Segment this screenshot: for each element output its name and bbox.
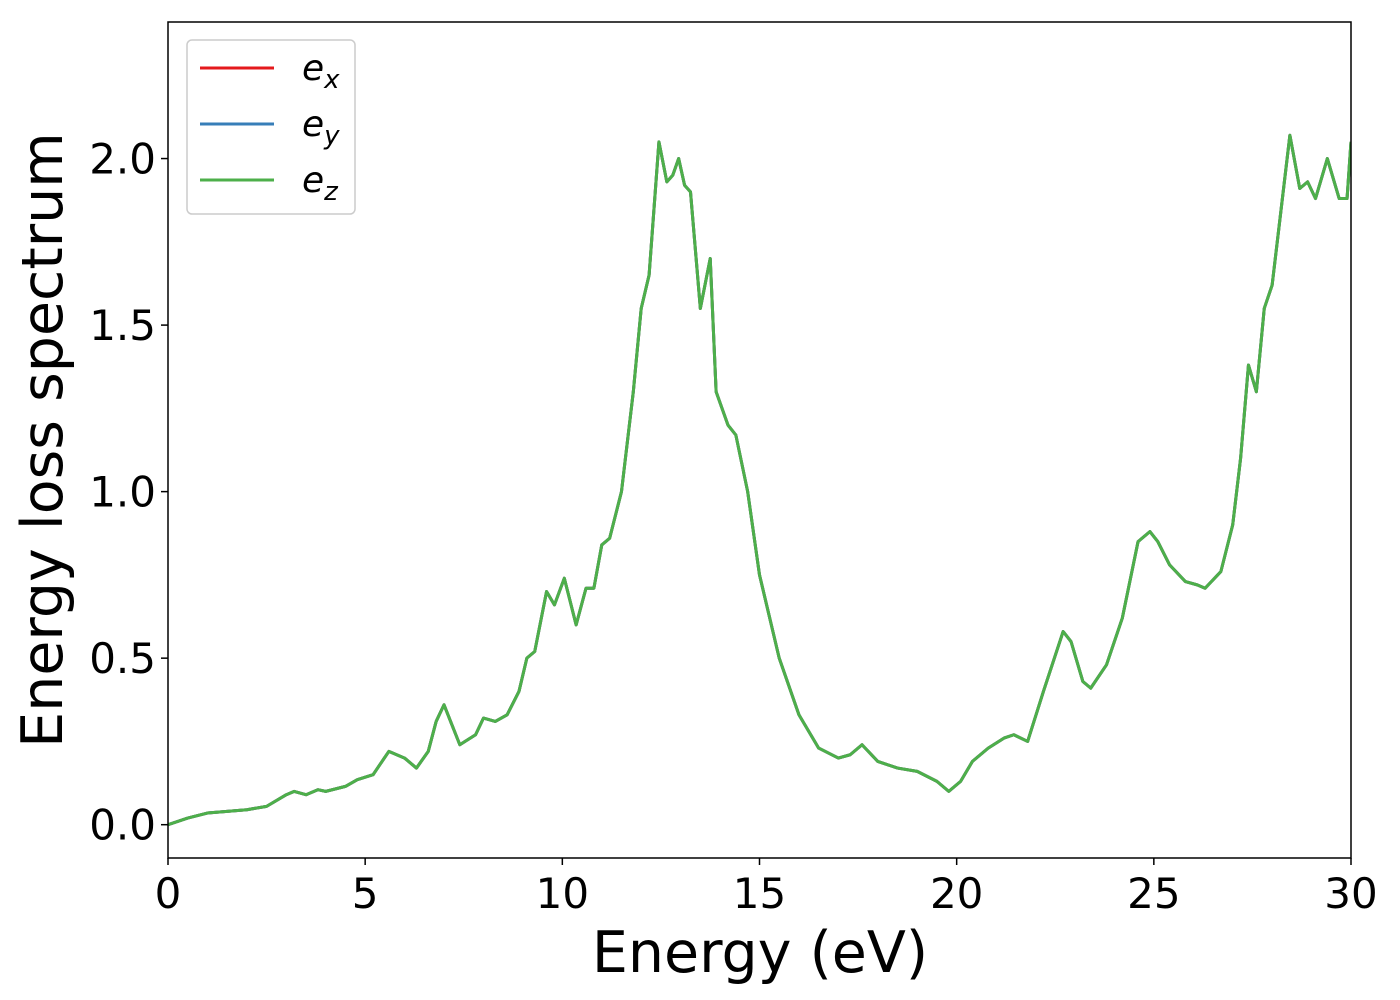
x-axis-label: Energy (eV) — [592, 920, 928, 986]
x-tick-label: 5 — [352, 869, 379, 918]
y-tick-label: 0.0 — [89, 801, 156, 850]
y-tick-label: 1.5 — [89, 301, 156, 350]
y-tick-label: 2.0 — [89, 135, 156, 184]
x-tick-label: 30 — [1324, 869, 1377, 918]
legend-label: ex — [302, 48, 340, 95]
x-tick-label: 10 — [536, 869, 589, 918]
legend-label: ez — [302, 160, 339, 207]
legend-label: ey — [302, 104, 340, 151]
y-axis-label: Energy loss spectrum — [10, 132, 76, 748]
y-tick-label: 1.0 — [89, 468, 156, 517]
x-tick-label: 25 — [1127, 869, 1180, 918]
y-tick-label: 0.5 — [89, 634, 156, 683]
x-tick-label: 20 — [930, 869, 983, 918]
plot-frame — [167, 21, 1352, 859]
x-tick-label: 15 — [733, 869, 786, 918]
data-line — [168, 133, 1351, 827]
x-tick-label: 0 — [155, 869, 182, 918]
legend-box — [186, 39, 356, 215]
